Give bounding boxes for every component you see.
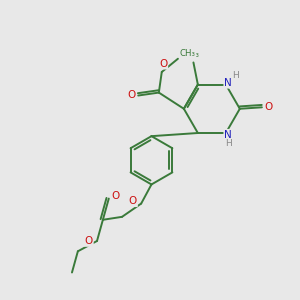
Text: O: O — [85, 236, 93, 246]
Text: O: O — [111, 191, 119, 201]
Text: N: N — [224, 78, 232, 88]
Text: O: O — [129, 196, 137, 206]
Text: O: O — [159, 59, 167, 69]
Text: O: O — [264, 102, 272, 112]
Text: H: H — [232, 70, 238, 80]
Text: CH₃: CH₃ — [184, 50, 200, 59]
Text: N: N — [224, 130, 232, 140]
Text: H: H — [225, 139, 232, 148]
Text: O: O — [128, 90, 136, 100]
Text: CH₃: CH₃ — [179, 49, 195, 58]
